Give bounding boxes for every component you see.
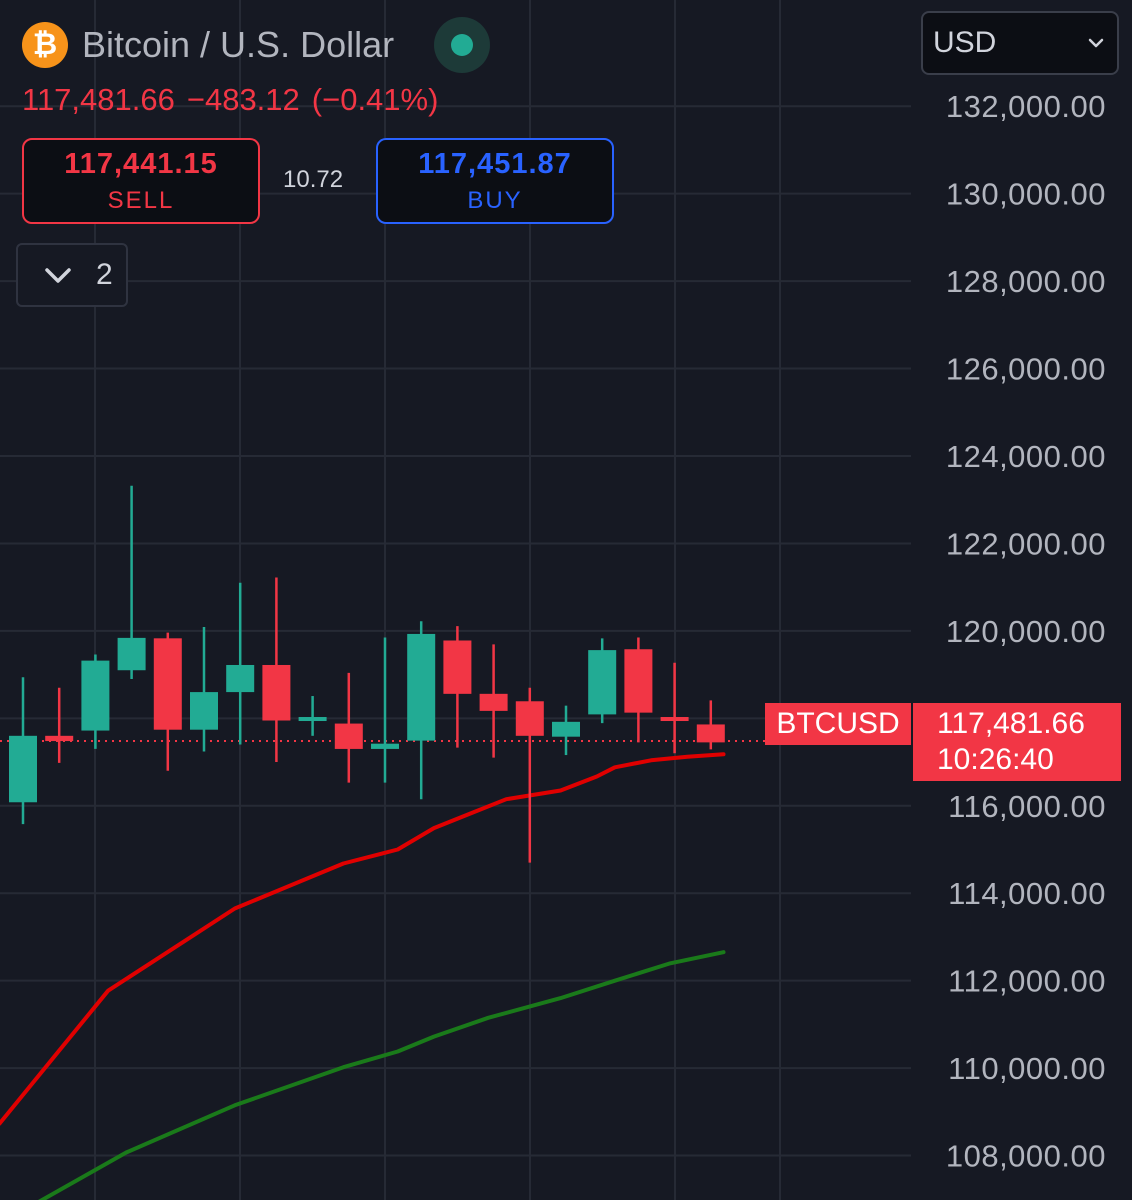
y-axis-tick-label: 124,000.00 <box>946 439 1106 474</box>
candle-body <box>588 650 616 714</box>
market-status-indicator[interactable] <box>434 17 490 73</box>
chevron-down-icon <box>1087 34 1105 52</box>
y-axis-tick-label: 130,000.00 <box>946 177 1106 212</box>
candle-body <box>45 736 73 741</box>
sell-label: SELL <box>108 187 175 215</box>
candle-body <box>299 717 327 721</box>
price-quote: 117,481.66 −483.12 (−0.41%) <box>22 82 450 118</box>
candle-body <box>552 722 580 737</box>
candle-body <box>480 694 508 711</box>
candle-body <box>9 736 37 802</box>
candle-body <box>190 692 218 730</box>
bitcoin-icon: ₿ <box>22 22 68 68</box>
candle-body <box>81 661 109 731</box>
bar-countdown: 10:26:40 <box>937 742 1121 778</box>
sell-price: 117,441.15 <box>64 148 218 181</box>
currency-select[interactable]: USD <box>921 11 1119 75</box>
buy-label: BUY <box>467 187 522 215</box>
last-price-tag-value: 117,481.66 <box>937 706 1121 742</box>
spread-value: 10.72 <box>283 166 343 194</box>
y-axis-tick-label: 126,000.00 <box>946 352 1106 387</box>
y-axis-tick-label: 120,000.00 <box>946 614 1106 649</box>
price-change-percent: (−0.41%) <box>312 82 439 117</box>
live-dot-icon <box>451 34 473 56</box>
moving-average-slow <box>36 952 724 1200</box>
buy-price: 117,451.87 <box>418 148 572 181</box>
last-price: 117,481.66 <box>22 82 175 117</box>
symbol-price-tag: BTCUSD <box>765 703 911 745</box>
candle-body <box>226 665 254 692</box>
symbol-header: ₿ Bitcoin / U.S. Dollar <box>22 22 490 68</box>
candle-body <box>443 641 471 694</box>
symbol-tag-label: BTCUSD <box>776 707 899 741</box>
symbol-title[interactable]: Bitcoin / U.S. Dollar <box>82 24 394 66</box>
price-change: −483.12 <box>187 82 300 117</box>
y-axis-tick-label: 108,000.00 <box>946 1139 1106 1174</box>
candle-body <box>118 638 146 670</box>
buy-button[interactable]: 117,451.87 BUY <box>376 138 614 224</box>
y-axis-tick-label: 128,000.00 <box>946 264 1106 299</box>
sell-button[interactable]: 117,441.15 SELL <box>22 138 260 224</box>
candle-body <box>661 717 689 721</box>
y-axis-tick-label: 110,000.00 <box>948 1051 1106 1086</box>
candle-body <box>335 724 363 749</box>
y-axis-tick-label: 132,000.00 <box>946 89 1106 124</box>
candle-body <box>624 649 652 712</box>
last-price-tag: 117,481.66 10:26:40 <box>913 703 1121 781</box>
candle-body <box>407 634 435 741</box>
chevron-down-icon <box>44 261 72 289</box>
candle-body <box>371 744 399 749</box>
candle-body <box>516 701 544 736</box>
candle-body <box>262 665 290 721</box>
indicators-toggle-button[interactable]: 2 <box>16 243 128 307</box>
y-axis-tick-label: 122,000.00 <box>946 526 1106 561</box>
y-axis-tick-label: 112,000.00 <box>948 964 1106 999</box>
currency-value: USD <box>933 26 996 60</box>
indicators-count: 2 <box>96 258 113 292</box>
y-axis-tick-label: 114,000.00 <box>948 876 1106 911</box>
candle-body <box>154 638 182 729</box>
candle-body <box>697 724 725 742</box>
y-axis-tick-label: 116,000.00 <box>948 789 1106 824</box>
